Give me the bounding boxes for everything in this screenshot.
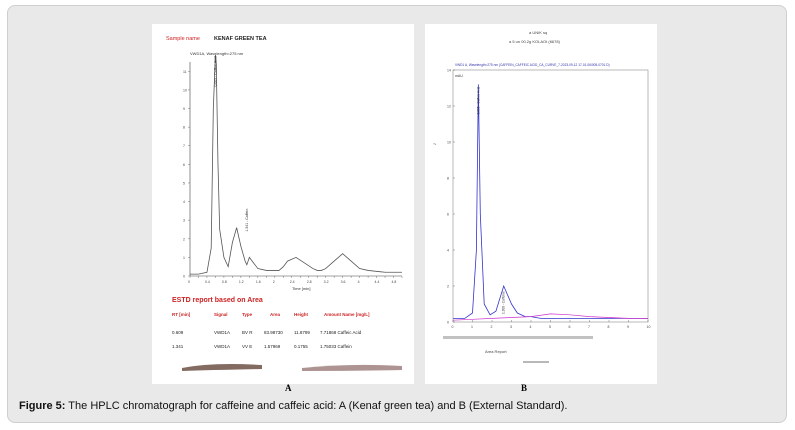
b-xtick-label: 3 bbox=[510, 325, 512, 329]
a-xtick-label: 4.4 bbox=[375, 280, 380, 284]
panel-b-chromatogram: a UNIK sq a 5 un 00.2g KOLAOt (6678) VWD… bbox=[425, 24, 657, 384]
a-ytick-label: 10 bbox=[183, 88, 187, 92]
a-xlabel: Time [min] bbox=[292, 286, 311, 291]
a-xtick-label: 3.6 bbox=[341, 280, 346, 284]
a-xtick-label: 0.4 bbox=[205, 280, 210, 284]
a-ytick-label: 5 bbox=[183, 181, 185, 185]
scan-artifact-a bbox=[182, 364, 262, 371]
th-height: Height bbox=[294, 312, 309, 317]
a-ytick-label: 11 bbox=[183, 70, 187, 74]
panel-a-chromatogram: Sample name KENAF GREEN TEA VWD1A, Wavel… bbox=[152, 24, 414, 384]
td-r0-area: 83.98730 bbox=[264, 330, 283, 335]
chart-b: a UNIK sq a 5 un 00.2g KOLAOt (6678) VWD… bbox=[433, 30, 651, 363]
th-rt: RT [min] bbox=[172, 312, 191, 317]
b-scan-noise-bar bbox=[443, 336, 593, 339]
a-xtick-label: 1.2 bbox=[239, 280, 244, 284]
b-peak-label-caffeine: 1.308 - Caffeine bbox=[502, 291, 506, 314]
a-xtick-label: 4 bbox=[358, 280, 360, 284]
b-trace-standard bbox=[453, 84, 648, 319]
b-title-line2: a 5 un 00.2g KOLAOt (6678) bbox=[509, 39, 561, 44]
b-ytick-label: 10 bbox=[447, 141, 451, 145]
a-ytick-label: 7 bbox=[183, 144, 185, 148]
a-ytick-label: 3 bbox=[183, 219, 185, 223]
a-ytick-label: 6 bbox=[183, 163, 185, 167]
figure-caption: Figure 5: The HPLC chromatograph for caf… bbox=[19, 400, 567, 412]
b-ytick-label: 4 bbox=[447, 249, 449, 253]
b-peak-label-caffeic: 0.635 - Caffeic Acid bbox=[476, 87, 480, 115]
td-r1-area: 1.57969 bbox=[264, 344, 281, 349]
b-yunit: mAU bbox=[455, 74, 463, 78]
b-xtick-label: 8 bbox=[608, 325, 610, 329]
b-ytick-label: 8 bbox=[447, 177, 449, 181]
a-ytick-label: 0 bbox=[183, 275, 185, 279]
b-ytick-label: 0 bbox=[447, 321, 449, 325]
b-scan-noise-bar2 bbox=[523, 361, 549, 363]
caption-label: Figure 5: bbox=[19, 400, 66, 412]
td-r0-amount: 7.71868 Caffeic Acid bbox=[320, 330, 362, 335]
a-peak-label-caffein: 1.341 - Caffein bbox=[245, 209, 249, 232]
b-ytick-label: 14 bbox=[447, 69, 451, 73]
td-r0-rt: 0.609 bbox=[172, 330, 184, 335]
figure-frame: Sample name KENAF GREEN TEA VWD1A, Wavel… bbox=[7, 5, 787, 423]
caption-text: The HPLC chromatograph for caffeine and … bbox=[65, 400, 568, 412]
td-r1-amount: 1.75033 Caffein bbox=[320, 344, 352, 349]
td-r0-signal: VWD1A bbox=[214, 330, 230, 335]
b-ytick-label: 6 bbox=[447, 213, 449, 217]
a-xtick-label: 4.8 bbox=[392, 280, 397, 284]
a-peak-label-caffeic: 0.609 - Caffeic Acid bbox=[213, 56, 217, 86]
report-table: RT [min] Signal Type Area Height Amount … bbox=[172, 312, 370, 349]
signal-label: VWD1A, Wavelength=275 nm bbox=[190, 51, 244, 56]
a-ytick-label: 2 bbox=[183, 237, 185, 241]
a-xtick-label: 1.6 bbox=[256, 280, 261, 284]
a-xtick-label: 0.8 bbox=[222, 280, 227, 284]
a-ytick-label: 9 bbox=[183, 107, 185, 111]
b-xtick-label: 2 bbox=[491, 325, 493, 329]
th-type: Type bbox=[242, 312, 253, 317]
sample-value: KENAF GREEN TEA bbox=[214, 36, 267, 42]
b-title-line1: a UNIK sq bbox=[529, 30, 547, 35]
a-ytick-label: 4 bbox=[183, 200, 185, 204]
a-trace-line bbox=[190, 54, 402, 275]
b-report-label: Area Report bbox=[485, 349, 507, 354]
b-xtick-label: 7 bbox=[588, 325, 590, 329]
b-xtick-label: 9 bbox=[627, 325, 629, 329]
td-r1-height: 0.1755 bbox=[294, 344, 308, 349]
b-header: VWD1 A, Wavelength=275 nm (CAFFEIN_CAFFE… bbox=[455, 63, 610, 67]
report-title: ESTD report based on Area bbox=[172, 297, 263, 304]
td-r0-type: BV R bbox=[242, 330, 253, 335]
b-ytick-label: 2 bbox=[447, 285, 449, 289]
scan-artifact-a2 bbox=[302, 364, 402, 371]
td-r1-rt: 1.341 bbox=[172, 344, 184, 349]
chart-a: Sample name KENAF GREEN TEA VWD1A, Wavel… bbox=[166, 36, 403, 371]
a-xtick-label: 2.4 bbox=[290, 280, 295, 284]
b-xtick-label: 10 bbox=[647, 325, 651, 329]
a-xtick-label: 3.2 bbox=[324, 280, 329, 284]
panel-letter-b: B bbox=[521, 383, 528, 393]
b-trace-baseline bbox=[452, 313, 648, 321]
b-xtick-label: 0 bbox=[452, 325, 454, 329]
a-xtick-label: 2 bbox=[273, 280, 275, 284]
a-xtick-label: 2.8 bbox=[307, 280, 312, 284]
b-xtick-label: 4 bbox=[530, 325, 532, 329]
b-tick-mark-left: ~ bbox=[433, 142, 437, 148]
b-xtick-label: 5 bbox=[549, 325, 551, 329]
panel-letter-a: A bbox=[285, 383, 292, 393]
b-xtick-label: 6 bbox=[569, 325, 571, 329]
td-r1-type: VV E bbox=[242, 344, 252, 349]
b-xtick-label: 1 bbox=[471, 325, 473, 329]
a-xtick-label: 0 bbox=[188, 280, 190, 284]
td-r1-signal: VWD1A bbox=[214, 344, 230, 349]
th-amount: Amount Name [mg/L] bbox=[324, 312, 370, 317]
th-area: Area bbox=[270, 312, 281, 317]
a-ytick-label: 1 bbox=[183, 256, 185, 260]
b-ytick-label: 12 bbox=[447, 105, 451, 109]
a-ytick-label: 8 bbox=[183, 126, 185, 130]
sample-label: Sample name bbox=[166, 36, 200, 42]
th-signal: Signal bbox=[214, 312, 228, 317]
td-r0-height: 11.8799 bbox=[294, 330, 310, 335]
b-plot-frame bbox=[452, 69, 649, 323]
